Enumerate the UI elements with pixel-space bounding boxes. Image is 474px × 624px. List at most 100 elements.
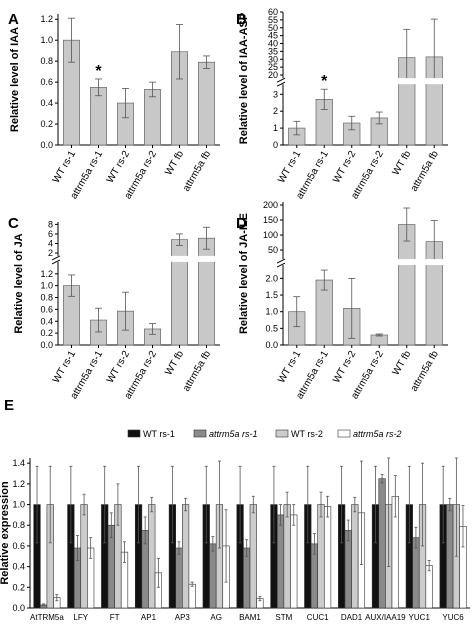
y-tick-label-8: 200 bbox=[263, 200, 278, 210]
y-tick-label-0: 0.0 bbox=[12, 603, 25, 613]
y-tick-label-5: 25 bbox=[268, 62, 278, 72]
error-bar-1 bbox=[95, 307, 102, 333]
y-tick-label-2: 1.0 bbox=[265, 307, 278, 317]
y-tick-label-2: 0.4 bbox=[40, 316, 53, 326]
bar-4 bbox=[398, 224, 416, 346]
error-bar-6-1 bbox=[245, 539, 249, 557]
bar-5 bbox=[198, 237, 215, 346]
x-tick-label-5: attrm5a fb bbox=[181, 149, 213, 194]
bar-7-2 bbox=[283, 504, 291, 609]
error-bar-10-0 bbox=[373, 465, 377, 544]
error-bar-0-1 bbox=[42, 603, 46, 607]
error-bar-1 bbox=[320, 88, 328, 110]
error-bar-2 bbox=[122, 291, 129, 331]
error-bar-3-0 bbox=[137, 465, 141, 544]
y-tick-label-6: 1.2 bbox=[40, 14, 53, 24]
bar-10-1 bbox=[378, 478, 386, 609]
error-bar-8-2 bbox=[319, 491, 323, 518]
x-tick-label-5: attrm5a fb bbox=[181, 349, 213, 394]
error-bar-0-3 bbox=[55, 594, 59, 602]
error-bar-12-1 bbox=[448, 497, 452, 512]
error-bar-0 bbox=[68, 17, 75, 63]
error-bar-11-1 bbox=[414, 526, 418, 549]
error-bar-9-2 bbox=[353, 496, 357, 513]
bar-4 bbox=[171, 239, 188, 346]
y-axis-label: Relative level of IAA bbox=[9, 27, 21, 132]
bar-9-1 bbox=[344, 530, 352, 609]
error-bar-7-3 bbox=[292, 504, 296, 526]
axis-break-band bbox=[50, 255, 220, 262]
y-tick-label-0: 0.0 bbox=[265, 340, 278, 350]
error-bar-3 bbox=[375, 111, 383, 125]
error-bar-2-1 bbox=[109, 512, 113, 539]
x-tick-label-2: FT bbox=[110, 613, 120, 622]
x-tick-label-0: AtTRM5a bbox=[30, 613, 64, 622]
bar-6-2 bbox=[249, 504, 257, 609]
y-tick-label-3: 0.6 bbox=[40, 77, 53, 87]
y-tick-label-6: 30 bbox=[268, 54, 278, 64]
error-bar-1-1 bbox=[75, 535, 79, 561]
y-axis-label: Relative level of IAA-ASP bbox=[238, 13, 250, 144]
y-tick-label-0: 0.0 bbox=[40, 140, 53, 150]
y-tick-label-9: 45 bbox=[268, 31, 278, 41]
error-bar-12-2 bbox=[454, 457, 458, 557]
x-tick-label-1: LFY bbox=[73, 613, 88, 622]
x-tick-label-4: WT fb bbox=[391, 149, 414, 178]
x-tick-label-5: AG bbox=[210, 613, 222, 622]
error-bar-6-0 bbox=[238, 465, 242, 544]
legend-swatch-0 bbox=[127, 429, 141, 438]
y-axis-label: Relative expression bbox=[0, 481, 11, 585]
x-tick-label-11: YUC1 bbox=[409, 613, 431, 622]
y-tick-label-1: 0.2 bbox=[40, 328, 53, 338]
x-tick-label-2: WT rs-2 bbox=[105, 149, 132, 186]
error-bar-2 bbox=[348, 115, 356, 131]
error-bar-3-3 bbox=[156, 557, 160, 588]
x-tick-label-4: AP3 bbox=[175, 613, 191, 622]
bar-3 bbox=[144, 89, 161, 146]
y-tick-label-4: 0.8 bbox=[40, 293, 53, 303]
error-bar-9-0 bbox=[340, 465, 344, 544]
error-bar-5-2 bbox=[217, 460, 221, 549]
bar-3-2 bbox=[148, 504, 156, 609]
error-bar-3 bbox=[375, 333, 383, 337]
legend: WT rs-1 attrm5a rs-1 WT rs-2 attrm5a rs-2 bbox=[127, 429, 402, 439]
y-tick-label-1: 0.2 bbox=[12, 582, 25, 592]
error-bar-5-0 bbox=[204, 465, 208, 544]
error-bar-4 bbox=[176, 24, 183, 80]
bar-4-1 bbox=[175, 547, 183, 609]
error-bar-8-0 bbox=[306, 465, 310, 544]
axis-break-band bbox=[275, 259, 448, 266]
bar-8-3 bbox=[323, 506, 332, 609]
y-tick-label-4: 2.0 bbox=[265, 273, 278, 283]
error-bar-1 bbox=[95, 78, 102, 97]
x-tick-label-0: WT rs-1 bbox=[51, 149, 78, 186]
error-bar-4 bbox=[403, 207, 411, 242]
y-tick-label-12: 60 bbox=[268, 7, 278, 17]
error-bar-0-2 bbox=[48, 465, 52, 544]
y-tick-label-1: 0.5 bbox=[265, 323, 278, 333]
legend-label-2: WT rs-2 bbox=[291, 429, 323, 439]
x-tick-label-2: WT rs-2 bbox=[105, 349, 132, 386]
y-tick-label-10: 50 bbox=[268, 23, 278, 33]
y-tick-label-3: 1.5 bbox=[265, 290, 278, 300]
y-tick-label-7: 150 bbox=[263, 215, 278, 225]
y-tick-label-7: 2 bbox=[48, 248, 53, 258]
error-bar-6-2 bbox=[251, 495, 255, 514]
x-tick-label-0: WT rs-1 bbox=[51, 349, 78, 386]
y-tick-label-3: 0.6 bbox=[40, 304, 53, 314]
significance-mark-0: * bbox=[321, 73, 328, 90]
x-tick-label-5: attrm5a fb bbox=[409, 149, 441, 194]
bar-5 bbox=[198, 61, 215, 146]
x-tick-label-7: STM bbox=[275, 613, 292, 622]
bar-7-1 bbox=[276, 514, 285, 609]
error-bar-8-3 bbox=[326, 495, 330, 518]
bar-5-1 bbox=[209, 543, 217, 609]
error-bar-0 bbox=[68, 274, 75, 297]
x-tick-label-9: DAD1 bbox=[341, 613, 363, 622]
x-tick-label-10: AUX/IAA19 bbox=[365, 613, 406, 622]
bar-12-1 bbox=[446, 504, 454, 609]
x-tick-label-2: WT rs-2 bbox=[331, 349, 358, 386]
bar-4-3 bbox=[188, 583, 196, 609]
